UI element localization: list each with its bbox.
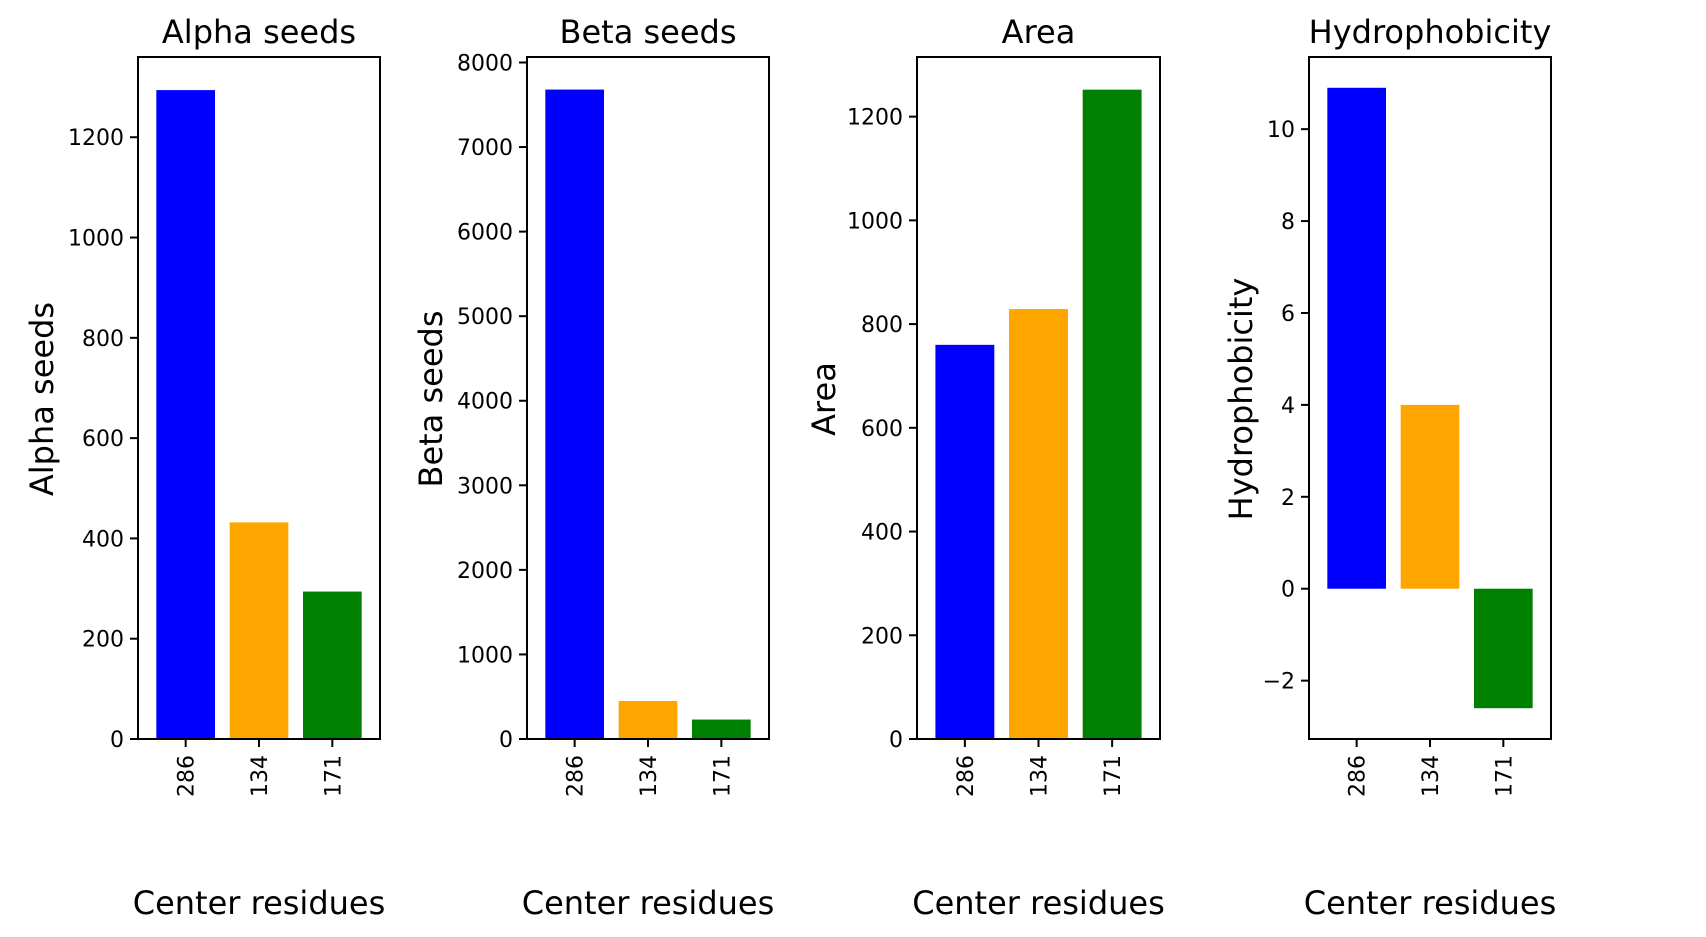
y-tick-label: 800 <box>82 327 124 352</box>
y-tick-label: 10 <box>1267 118 1295 143</box>
x-tick-label: 171 <box>321 755 346 797</box>
subplot-3: 0 200 400 600 800 1000 1200 286 134 171 Area Center… <box>805 13 1165 922</box>
y-tick-label: 1200 <box>68 126 124 151</box>
y-tick-label: 6 <box>1281 302 1295 327</box>
bar-286 <box>545 89 604 739</box>
x-tick-label: 286 <box>1346 755 1371 797</box>
y-tick-label: −2 <box>1263 670 1295 695</box>
y-tick-label: 1000 <box>68 227 124 252</box>
y-tick-label: 8000 <box>457 51 513 76</box>
x-tick-label: 134 <box>248 755 273 797</box>
x-tick-label: 134 <box>1028 755 1053 797</box>
y-tick-label: 5000 <box>457 305 513 330</box>
chart-title: Beta seeds <box>560 13 737 51</box>
subplot-2: 0 1000 2000 3000 4000 5000 6000 7000 8000 286 134 1… <box>412 13 774 922</box>
y-tick-label: 1000 <box>457 643 513 668</box>
y-tick-label: 600 <box>861 417 903 442</box>
y-tick-label: 200 <box>861 624 903 649</box>
bar-286 <box>156 90 215 740</box>
y-tick-label: 0 <box>499 728 513 753</box>
y-axis-label: Beta seeds <box>412 311 450 488</box>
y-tick-label: 0 <box>889 728 903 753</box>
x-axis-label: Center residues <box>1304 884 1557 922</box>
subplot-1: 0 200 400 600 800 1000 1200 286 134 171 Alpha seed… <box>23 13 385 922</box>
bar-286 <box>935 344 995 739</box>
x-tick-label: 171 <box>1101 755 1126 797</box>
y-tick-label: 8 <box>1281 210 1295 235</box>
y-tick-label: 6000 <box>457 221 513 246</box>
y-tick-label: 0 <box>110 728 124 753</box>
y-tick-label: 1000 <box>847 209 903 234</box>
y-tick-label: 2 <box>1281 486 1295 511</box>
x-tick-label: 134 <box>1419 755 1444 797</box>
bar-171 <box>692 719 751 739</box>
bar-286 <box>1327 87 1386 589</box>
x-tick-label: 286 <box>564 755 589 797</box>
y-tick-label: 400 <box>82 527 124 552</box>
y-tick-label: 0 <box>1281 578 1295 603</box>
x-tick-label: 286 <box>954 755 979 797</box>
x-tick-label: 286 <box>175 755 200 797</box>
y-tick-label: 400 <box>861 521 903 546</box>
y-tick-label: 800 <box>861 313 903 338</box>
y-axis-label: Alpha seeds <box>23 302 61 496</box>
y-axis-label: Area <box>805 362 843 436</box>
bar-134 <box>229 522 289 739</box>
y-tick-label: 1200 <box>847 106 903 131</box>
y-tick-label: 4 <box>1281 394 1295 419</box>
x-axis-label: Center residues <box>133 884 386 922</box>
x-tick-label: 171 <box>1492 755 1517 797</box>
bar-171 <box>1474 588 1533 709</box>
bar-171 <box>1082 89 1142 740</box>
bar-134 <box>618 700 678 739</box>
chart-title: Hydrophobicity <box>1309 13 1552 51</box>
x-tick-label: 134 <box>637 755 662 797</box>
y-tick-label: 4000 <box>457 390 513 415</box>
bar-134 <box>1400 404 1460 589</box>
y-tick-label: 2000 <box>457 559 513 584</box>
y-tick-label: 600 <box>82 427 124 452</box>
chart-title: Alpha seeds <box>162 13 356 51</box>
y-tick-label: 3000 <box>457 474 513 499</box>
x-axis-label: Center residues <box>522 884 775 922</box>
x-tick-label: 171 <box>710 755 735 797</box>
subplot-4: −2 0 2 4 6 8 10 286 134 171 Hydrophobicity Center r… <box>1222 13 1556 922</box>
bar-171 <box>303 591 362 739</box>
bar-134 <box>1009 309 1068 739</box>
y-tick-label: 7000 <box>457 136 513 161</box>
y-tick-label: 200 <box>82 628 124 653</box>
chart-title: Area <box>1002 13 1076 51</box>
x-axis-label: Center residues <box>912 884 1165 922</box>
y-axis-label: Hydrophobicity <box>1222 278 1260 521</box>
